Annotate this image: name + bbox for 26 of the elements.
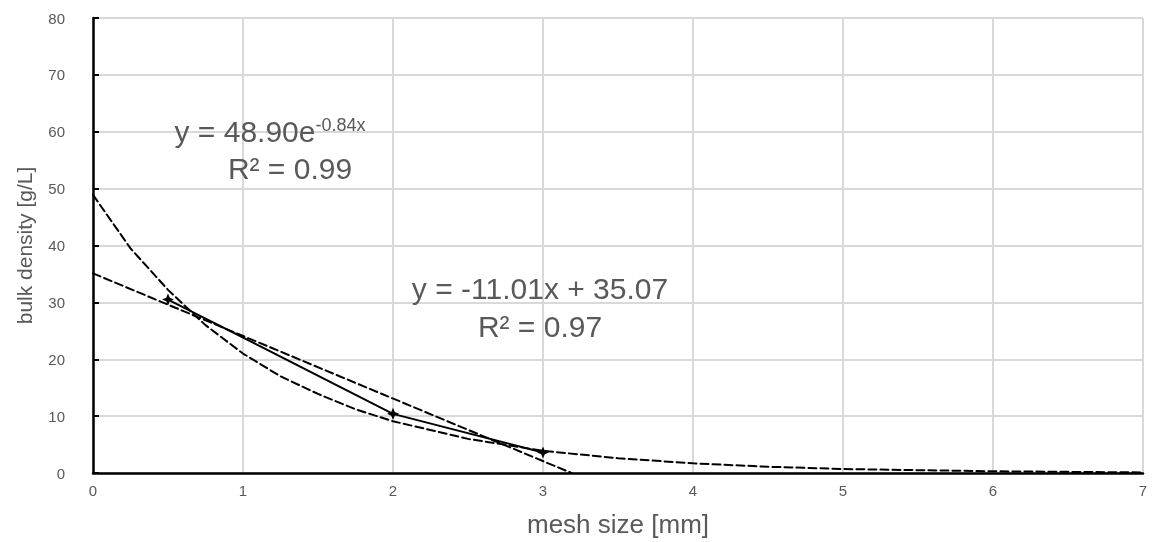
y-tick-label: 60	[48, 123, 65, 141]
y-tick-label: 80	[48, 9, 65, 27]
x-tick-label: 3	[538, 482, 548, 499]
annotation: y = 48.90e$^{-0.84x}$	[174, 115, 366, 149]
annotation: R² = 0.97	[477, 310, 603, 344]
y-tick-label: 20	[48, 350, 65, 368]
annotation: y = -11.01x + 35.07	[411, 272, 669, 306]
y-tick-label: 40	[48, 237, 65, 254]
x-tick-label: 6	[988, 482, 998, 499]
x-axis-title: mesh size [mm]	[526, 509, 710, 539]
x-tick-label: 5	[838, 482, 848, 499]
y-tick-label: 50	[48, 180, 65, 198]
y-tick-label: 10	[48, 407, 65, 425]
x-tick-label: 1	[238, 482, 248, 499]
y-tick-label: 0	[56, 464, 65, 482]
x-tick-label: 0	[88, 482, 98, 499]
y-tick-label: 30	[48, 293, 65, 311]
x-tick-label: 4	[688, 482, 698, 499]
point	[387, 407, 399, 420]
annotation: R² = 0.99	[227, 152, 353, 186]
x-tick-label: 7	[1138, 482, 1148, 499]
x-tick-label: 2	[388, 482, 398, 499]
point	[162, 293, 174, 306]
y-tick-label: 70	[48, 66, 65, 84]
y-axis-title: bulk density [g/L]	[13, 166, 36, 325]
point	[537, 446, 549, 459]
